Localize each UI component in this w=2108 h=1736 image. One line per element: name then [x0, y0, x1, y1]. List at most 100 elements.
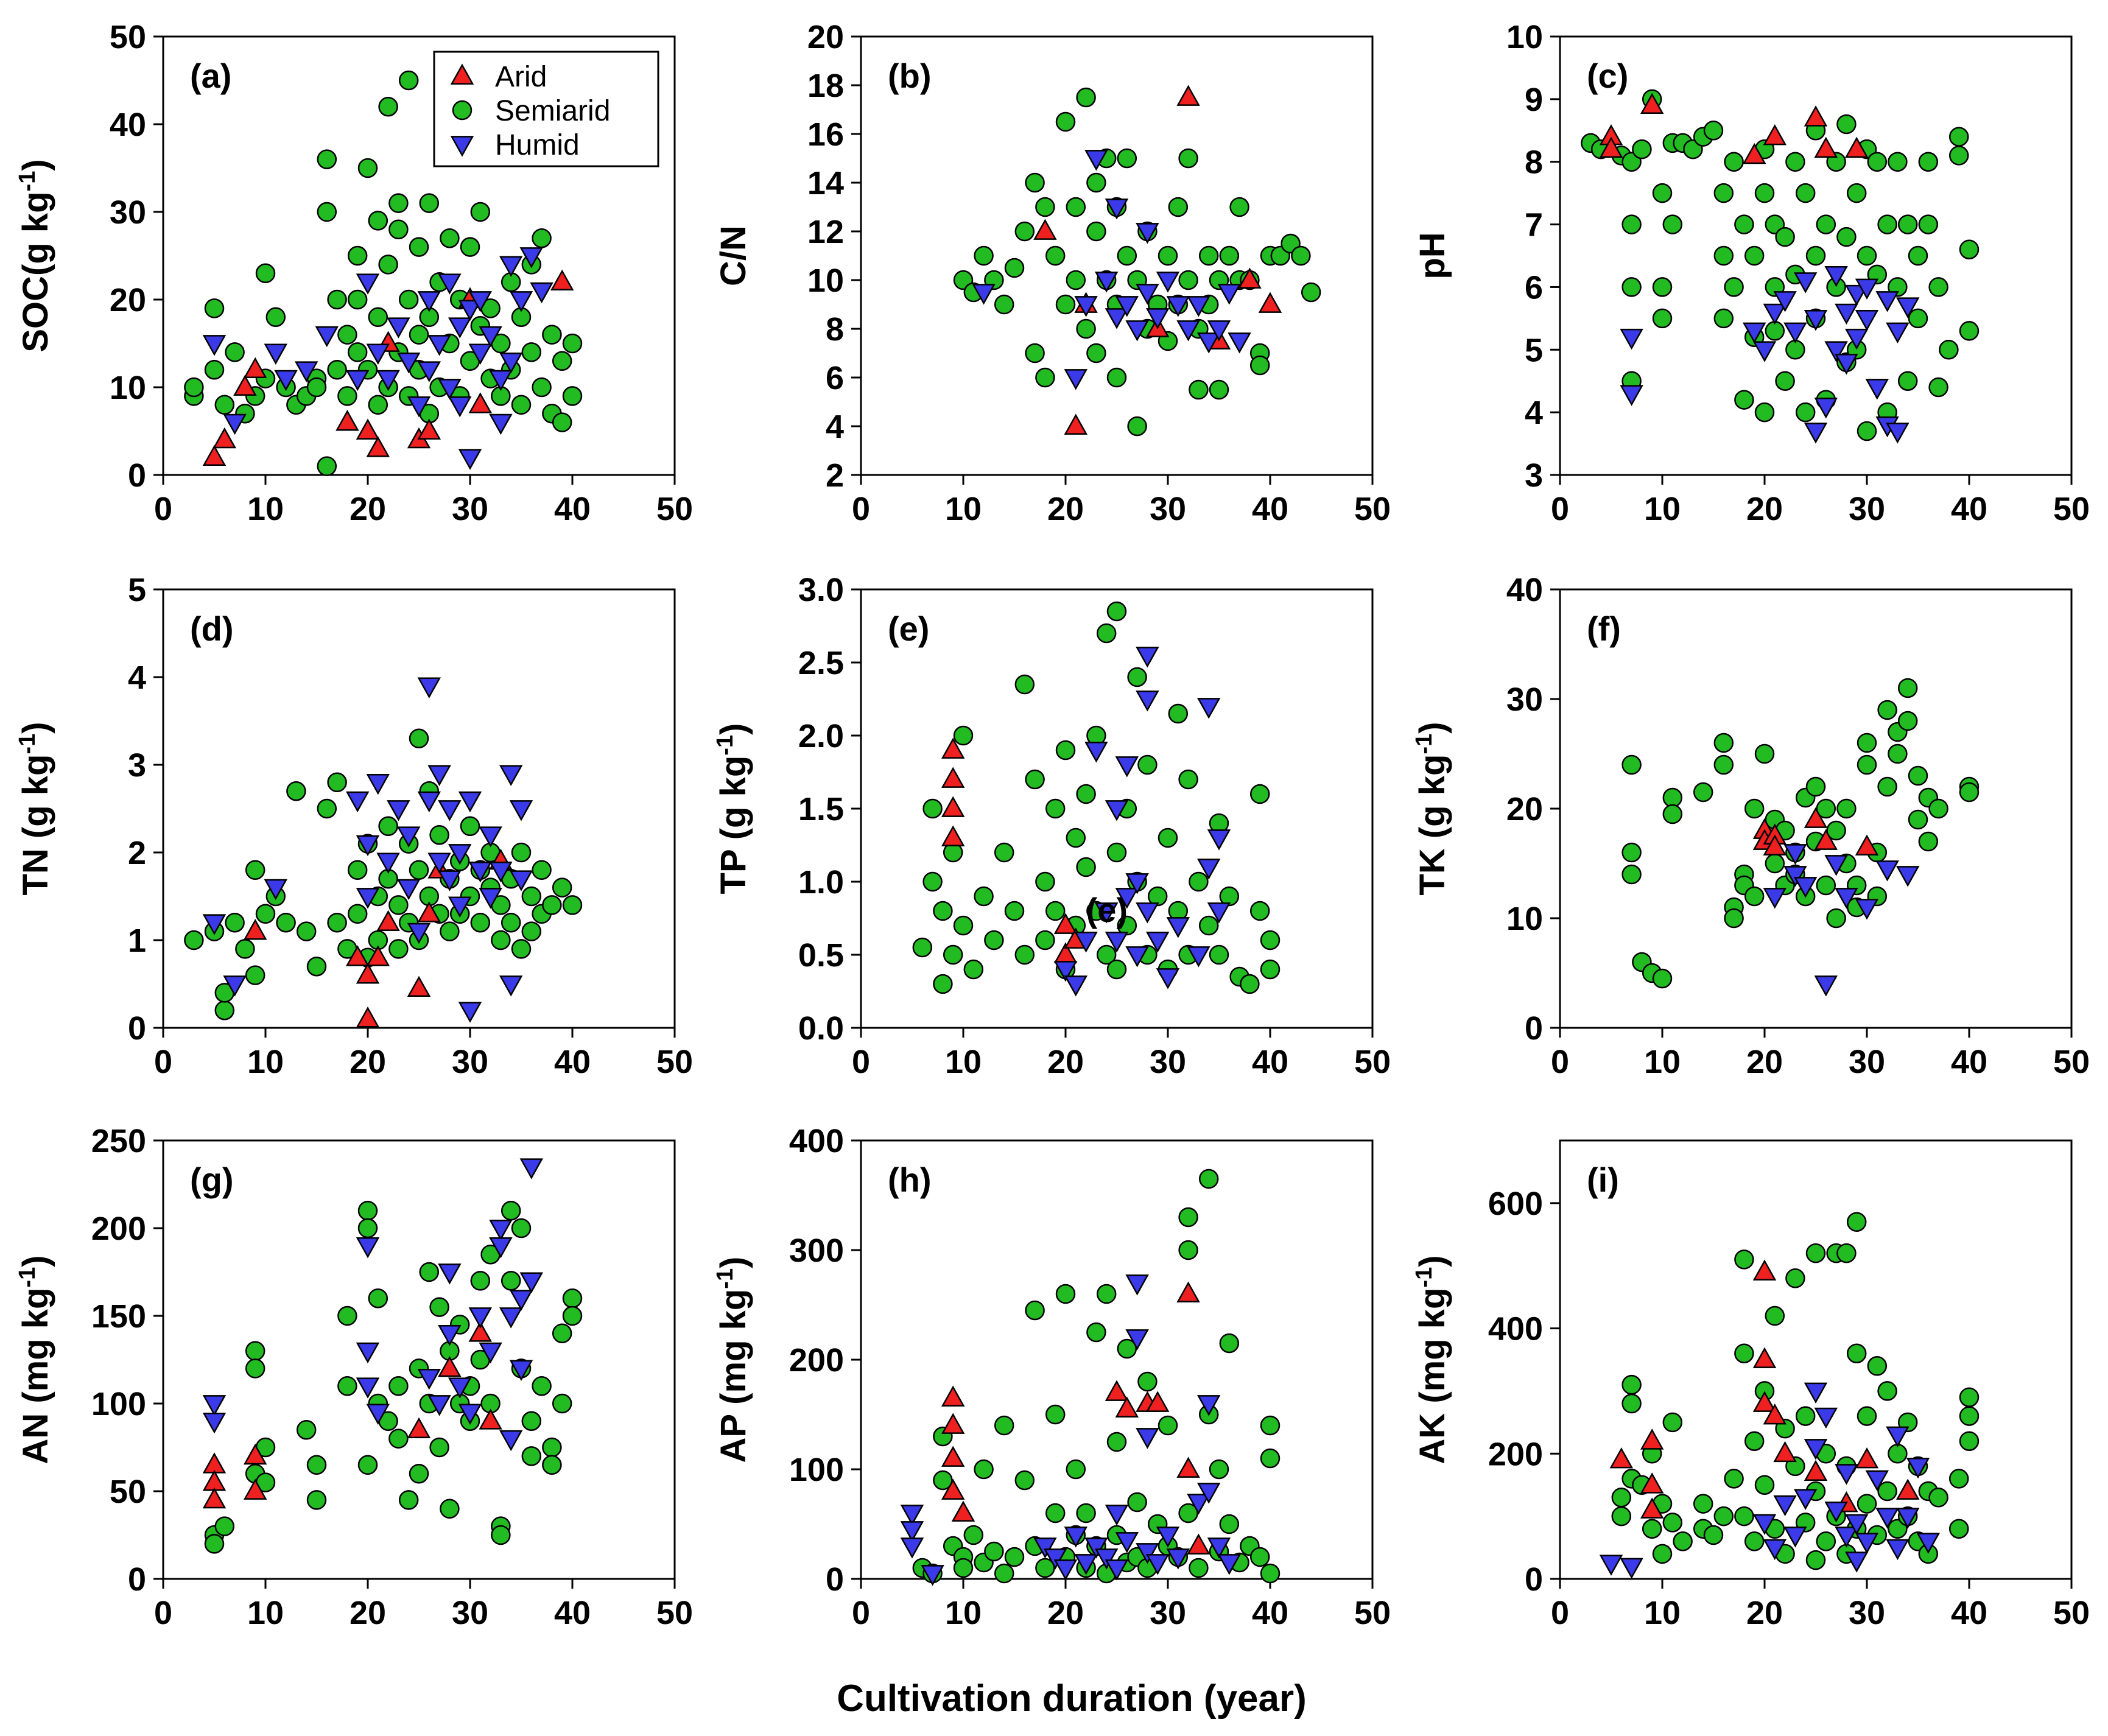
point-semiarid	[1826, 908, 1846, 929]
point-arid	[941, 796, 965, 817]
point-semiarid	[1693, 1494, 1713, 1514]
point-semiarid	[1816, 1531, 1836, 1552]
point-semiarid	[1662, 787, 1683, 808]
point-semiarid	[1826, 820, 1846, 841]
point-semiarid	[1127, 416, 1147, 437]
point-humid	[1742, 322, 1766, 343]
point-humid	[1783, 322, 1807, 343]
point-humid	[1783, 866, 1807, 887]
point-humid	[509, 1360, 533, 1381]
point-semiarid	[1137, 754, 1158, 775]
y-tick-label: 8	[1525, 144, 1543, 181]
point-arid	[1115, 1396, 1139, 1418]
point-semiarid	[1734, 214, 1754, 234]
point-arid	[356, 1007, 380, 1028]
point-semiarid	[245, 860, 265, 880]
point-humid	[1064, 1527, 1088, 1548]
point-semiarid	[214, 395, 235, 415]
x-tick-label: 50	[656, 491, 693, 527]
point-semiarid	[1652, 183, 1673, 203]
point-semiarid	[1652, 308, 1673, 329]
point-semiarid	[1189, 379, 1209, 400]
point-semiarid	[552, 877, 572, 898]
point-semiarid	[317, 456, 337, 476]
point-humid	[1895, 297, 1920, 318]
point-humid	[1824, 266, 1848, 287]
point-semiarid	[994, 842, 1014, 863]
y-axis-title: TP (g kg-1)	[712, 723, 753, 894]
plot-frame	[1559, 1139, 2073, 1580]
point-semiarid	[1260, 959, 1281, 980]
point-humid	[1145, 308, 1170, 329]
point-humid	[1166, 296, 1190, 317]
point-semiarid	[388, 219, 409, 240]
point-semiarid	[1035, 871, 1055, 892]
point-arid	[336, 410, 359, 431]
point-semiarid	[1004, 258, 1025, 278]
y-axis-title: AK (mg kg-1)	[1411, 1255, 1452, 1464]
point-arid	[1763, 834, 1787, 856]
point-humid	[417, 361, 441, 382]
point-semiarid	[1260, 1448, 1281, 1469]
y-tick-label: 150	[91, 1298, 146, 1335]
point-humid	[345, 791, 370, 813]
point-semiarid	[1066, 197, 1086, 217]
point-semiarid	[1055, 294, 1076, 315]
point-semiarid	[1209, 944, 1229, 965]
point-semiarid	[214, 1000, 235, 1021]
point-humid	[1835, 1464, 1858, 1485]
point-semiarid	[1939, 340, 1959, 360]
y-tick-label: 0	[826, 1561, 844, 1598]
point-semiarid	[1948, 146, 1969, 166]
point-semiarid	[1014, 944, 1035, 965]
point-semiarid	[1025, 172, 1045, 193]
point-humid	[294, 361, 318, 382]
point-semiarid	[1249, 1547, 1270, 1567]
point-humid	[458, 791, 482, 813]
x-tick-label: 40	[554, 1044, 591, 1080]
point-semiarid	[429, 1437, 449, 1458]
point-semiarid	[1897, 214, 1918, 234]
point-humid	[387, 800, 410, 821]
point-humid	[1804, 1382, 1828, 1404]
point-humid	[1074, 932, 1098, 953]
point-humid	[1115, 296, 1139, 317]
point-semiarid	[1754, 1475, 1775, 1495]
point-humid	[519, 247, 544, 269]
x-tick-label: 30	[1150, 1595, 1186, 1631]
point-humid	[509, 1290, 533, 1311]
point-semiarid	[1918, 214, 1939, 234]
x-tick-label: 50	[2053, 1595, 2090, 1631]
point-humid	[530, 282, 553, 304]
x-tick-label: 20	[350, 1595, 386, 1631]
point-arid	[1238, 267, 1262, 289]
point-semiarid	[1014, 674, 1035, 695]
point-semiarid	[1805, 776, 1826, 797]
point-humid	[427, 335, 451, 356]
y-tick-label: 0	[1525, 1010, 1543, 1047]
point-semiarid	[1127, 667, 1147, 687]
point-semiarid	[1897, 371, 1918, 391]
point-semiarid	[1734, 1343, 1754, 1363]
point-arid	[366, 436, 390, 457]
point-semiarid	[1867, 152, 1888, 172]
point-humid	[1074, 1554, 1098, 1575]
point-semiarid	[1918, 152, 1939, 172]
point-semiarid	[378, 816, 398, 837]
point-humid	[396, 879, 421, 901]
point-semiarid	[1713, 183, 1734, 203]
point-humid	[202, 914, 227, 935]
point-arid	[941, 737, 965, 759]
point-semiarid	[1652, 1544, 1673, 1564]
point-humid	[1886, 1539, 1909, 1561]
point-humid	[1824, 1502, 1848, 1523]
point-semiarid	[245, 1341, 265, 1361]
point-arid	[1145, 1391, 1170, 1412]
point-semiarid	[933, 1470, 953, 1491]
point-semiarid	[943, 944, 963, 965]
point-semiarid	[1857, 733, 1877, 753]
point-semiarid	[1189, 1558, 1209, 1578]
point-humid	[1084, 742, 1108, 763]
x-tick-label: 10	[247, 1044, 284, 1080]
point-arid	[202, 1487, 227, 1509]
